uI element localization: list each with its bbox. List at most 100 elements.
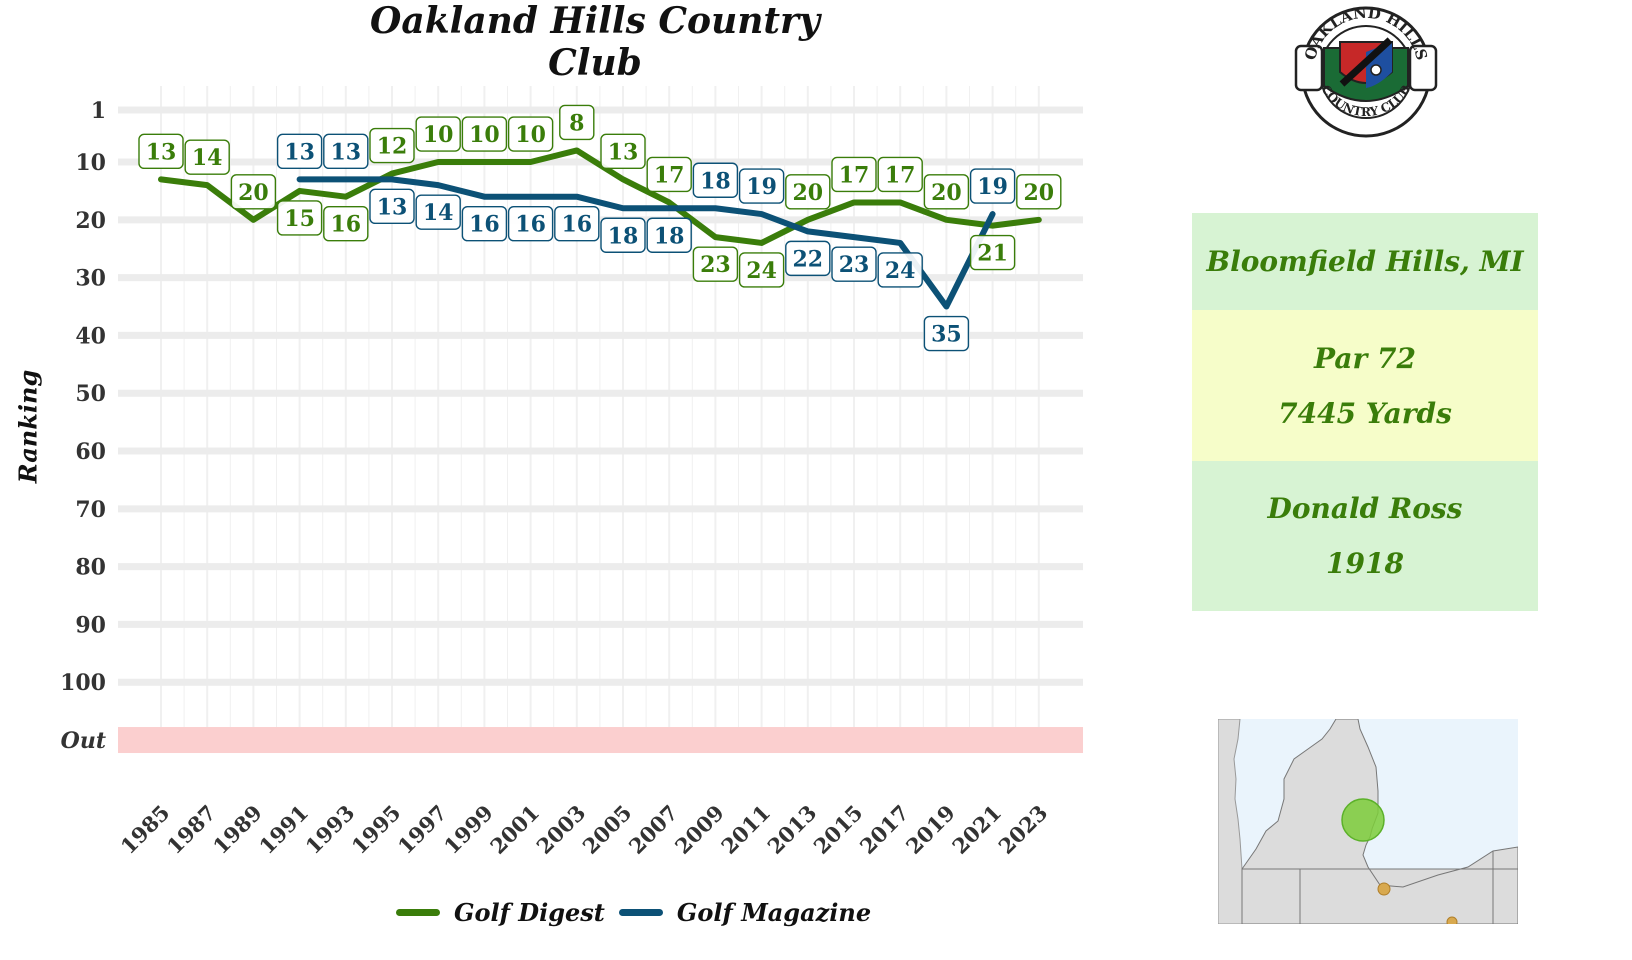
golf-digest-label-box: [184, 139, 230, 175]
par-text: Par 72: [1314, 341, 1416, 375]
golf-digest-label-box: [559, 104, 595, 141]
x-tick-label: 2013: [762, 800, 821, 859]
golf-magazine-data-label: 18: [654, 223, 685, 249]
golf-digest-data-label: 17: [654, 162, 685, 188]
course-location-marker: [1341, 798, 1385, 842]
golf-digest-label-box: [138, 133, 184, 170]
golf-digest-data-label: 13: [146, 139, 177, 165]
architect-text: Donald Ross: [1267, 492, 1463, 525]
x-tick-label: 1987: [162, 800, 221, 859]
golf-digest-data-label: 20: [931, 180, 962, 206]
golf-digest-data-label: 10: [515, 122, 546, 148]
golf-magazine-label-box: [923, 315, 970, 352]
y-tick-label: Out: [61, 728, 106, 754]
golf-magazine-label-box: [369, 188, 415, 225]
golf-digest-label-box: [230, 174, 277, 210]
golf-digest-data-label: 17: [839, 162, 870, 188]
golf-magazine-data-label: 16: [469, 212, 500, 238]
golf-magazine-data-label: 13: [330, 139, 361, 165]
golf-digest-label-box: [831, 156, 877, 193]
year-built-text: 1918: [1326, 547, 1404, 580]
golf-magazine-label-box: [415, 194, 461, 230]
y-tick-label: 10: [75, 150, 106, 176]
architect-box: Donald Ross 1918: [1192, 461, 1538, 611]
x-tick-label: 2005: [578, 800, 637, 859]
chart-title: Oakland Hills Country Club: [370, 0, 820, 84]
golf-magazine-label-box: [461, 205, 508, 242]
x-tick-label: 1985: [116, 800, 175, 859]
legend-label-golf-digest: Golf Digest: [454, 897, 605, 927]
y-tick-label: 90: [75, 612, 106, 638]
course-info-panel: Bloomfield Hills, MI Par 72 7445 Yards D…: [1192, 213, 1538, 611]
golf-digest-label-box: [415, 116, 461, 152]
x-tick-label: 2015: [809, 800, 868, 859]
nearby-course-marker: [1377, 882, 1391, 896]
legend: Golf Digest Golf Magazine: [396, 892, 885, 932]
plot-panel: [118, 86, 1083, 758]
golf-magazine-label-box: [831, 246, 877, 282]
location-text: Bloomfield Hills, MI: [1206, 245, 1524, 278]
legend-item-golf-magazine: Golf Magazine: [618, 897, 872, 927]
golf-magazine-data-label: 19: [746, 174, 777, 200]
golf-magazine-data-label: 35: [931, 322, 962, 348]
x-tick-label: 2003: [531, 800, 590, 859]
golf-digest-data-label: 10: [423, 122, 454, 148]
ranking-chart: 1102030405060708090100Out198519871989199…: [60, 86, 1083, 859]
logo-golf-ball: [1370, 64, 1382, 76]
logo-right-banner: [1408, 44, 1438, 92]
golf-magazine-data-label: 19: [977, 174, 1008, 200]
golf-digest-label-box: [692, 246, 739, 282]
x-tick-label: 1989: [208, 800, 267, 859]
golf-digest-data-label: 12: [377, 134, 408, 160]
location-box: Bloomfield Hills, MI: [1192, 213, 1538, 310]
golf-digest-label-box: [461, 116, 508, 152]
golf-magazine-label-box: [323, 133, 369, 170]
golf-magazine-data-label: 23: [839, 252, 870, 278]
legend-swatch-golf-magazine: [618, 908, 663, 916]
golf-magazine-data-label: 16: [515, 212, 546, 238]
y-tick-label: 70: [75, 497, 106, 523]
golf-magazine-data-label: 14: [423, 200, 454, 226]
golf-magazine-label-box: [969, 168, 1016, 204]
golf-digest-data-label: 20: [1023, 180, 1054, 206]
course-stats-box: Par 72 7445 Yards: [1192, 310, 1538, 461]
logo-shield-band: [1339, 37, 1393, 87]
x-tick-label: 2001: [485, 800, 544, 859]
golf-digest-label-box: [600, 133, 646, 170]
golf-digest-label-box: [923, 174, 970, 210]
golf-digest-data-label: 21: [977, 241, 1008, 267]
golf-magazine-label-box: [692, 162, 739, 198]
golf-digest-label-box: [276, 200, 323, 236]
golf-digest-label-box: [323, 205, 369, 242]
x-tick-label: 2009: [670, 800, 729, 859]
legend-item-golf-digest: Golf Digest: [396, 898, 605, 927]
legend-swatch-golf-digest: [396, 908, 440, 916]
y-tick-label: 1: [91, 98, 106, 124]
x-tick-label: 2023: [993, 800, 1052, 859]
x-tick-label: 1999: [439, 800, 498, 859]
y-tick-label: 20: [75, 208, 106, 234]
legend-label-golf-magazine: Golf Magazine: [676, 897, 872, 927]
location-map: [1218, 719, 1518, 924]
golf-magazine-data-label: 18: [700, 168, 731, 194]
golf-magazine-data-label: 18: [608, 223, 639, 249]
x-tick-label: 2011: [716, 800, 775, 859]
y-tick-label: 80: [75, 555, 106, 581]
y-tick-label: 60: [75, 439, 106, 465]
x-tick-label: 2021: [947, 800, 1006, 859]
golf-magazine-label-box: [276, 133, 323, 170]
x-tick-label: 2019: [901, 800, 960, 859]
golf-magazine-label-box: [877, 252, 923, 288]
y-tick-label: 30: [75, 266, 106, 292]
golf-magazine-data-label: 16: [561, 212, 592, 238]
yards-text: 7445 Yards: [1278, 396, 1452, 430]
golf-digest-label-box: [1016, 174, 1062, 210]
golf-digest-data-label: 10: [469, 122, 500, 148]
y-tick-label: 50: [75, 381, 106, 407]
x-tick-label: 1991: [254, 800, 313, 859]
golf-magazine-data-label: 24: [885, 258, 916, 284]
golf-magazine-label-box: [646, 217, 692, 253]
golf-magazine-label-box: [554, 205, 600, 242]
y-tick-label: 40: [75, 323, 106, 349]
club-logo: OAKLAND HILLS COUNTRY CLUB: [1294, 4, 1438, 138]
